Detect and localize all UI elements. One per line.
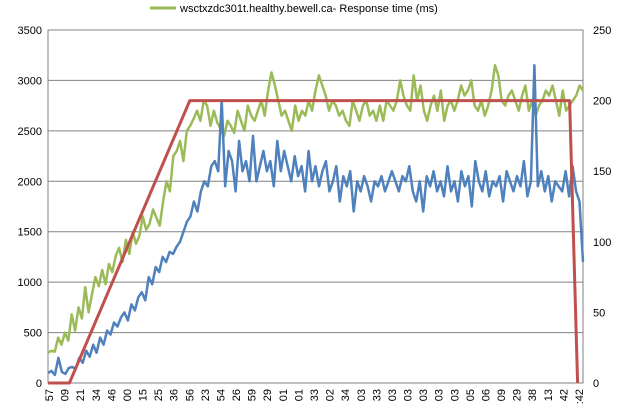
x-tick-label: 00 xyxy=(122,389,134,401)
x-tick-label: 01 xyxy=(293,389,305,401)
x-tick-label: 29 xyxy=(512,389,524,401)
y-axis-left-ticks: 0 500 1000 1500 2000 2500 3000 3500 xyxy=(18,25,42,390)
x-tick-label: 03 xyxy=(403,389,415,401)
x-tick-label: 33 xyxy=(371,389,383,401)
x-tick-label: 09 xyxy=(60,389,72,401)
y-right-tick-label: 50 xyxy=(593,307,605,319)
x-tick-label: 26 xyxy=(231,389,243,401)
x-tick-label: 03 xyxy=(434,389,446,401)
x-tick-label: 06 xyxy=(480,389,492,401)
x-tick-label: 38 xyxy=(527,389,539,401)
x-tick-label: 34 xyxy=(91,389,103,401)
legend-label: wsctxzdc301t.healthy.bewell.ca- Response… xyxy=(179,3,438,15)
x-tick-label: 03 xyxy=(356,389,368,401)
series-line xyxy=(48,99,580,385)
x-tick-label: 03 xyxy=(449,389,461,401)
x-tick-label: 34 xyxy=(340,389,352,401)
y-left-tick-label: 2500 xyxy=(18,126,42,138)
y-right-tick-label: 100 xyxy=(593,237,611,249)
y-left-tick-label: 500 xyxy=(24,328,42,340)
plot-area xyxy=(47,29,584,384)
x-tick-label: 23 xyxy=(200,389,212,401)
y-left-tick-label: 1000 xyxy=(18,277,42,289)
x-tick-label: 29 xyxy=(262,389,274,401)
y-left-tick-label: 3000 xyxy=(18,75,42,87)
x-tick-label: 57 xyxy=(44,389,56,401)
x-tick-label: 03 xyxy=(387,389,399,401)
x-tick-label: 03 xyxy=(418,389,430,401)
x-tick-label: 46 xyxy=(106,389,118,401)
x-tick-label: 59 xyxy=(247,389,259,401)
y-right-tick-label: 0 xyxy=(593,378,599,390)
legend: wsctxzdc301t.healthy.bewell.ca- Response… xyxy=(150,3,438,15)
x-axis-ticks: 57 09 21 34 46 00 15 25 36 56 23 54 26 59 29 01 01 33 02 34… xyxy=(44,389,586,404)
y-left-tick-label: 2000 xyxy=(18,176,42,188)
x-tick-label: :42 xyxy=(574,389,586,404)
x-tick-label: 21 xyxy=(75,389,87,401)
x-tick-label: 09 xyxy=(496,389,508,401)
series-line xyxy=(47,64,585,377)
x-tick-label: 25 xyxy=(153,389,165,401)
x-tick-label: 54 xyxy=(215,389,227,401)
y-right-tick-label: 150 xyxy=(593,166,611,178)
x-tick-label: 01 xyxy=(278,389,290,401)
x-tick-label: 56 xyxy=(184,389,196,401)
y-left-tick-label: 0 xyxy=(36,378,42,390)
x-tick-label: 13 xyxy=(543,389,555,401)
y-right-tick-label: 250 xyxy=(593,25,611,37)
x-tick-label: 15 xyxy=(138,389,150,401)
y-axis-right-ticks: 0 50 100 150 200 250 xyxy=(593,25,611,390)
series-line xyxy=(47,64,585,354)
x-tick-label: 33 xyxy=(309,389,321,401)
x-tick-label: 02 xyxy=(325,389,337,401)
x-tick-label: 42 xyxy=(558,389,570,401)
y-left-tick-label: 1500 xyxy=(18,227,42,239)
x-tick-label: 36 xyxy=(169,389,181,401)
x-tick-label: 05 xyxy=(465,389,477,401)
y-right-tick-label: 200 xyxy=(593,96,611,108)
series-layer xyxy=(47,64,585,385)
y-left-tick-label: 3500 xyxy=(18,25,42,37)
